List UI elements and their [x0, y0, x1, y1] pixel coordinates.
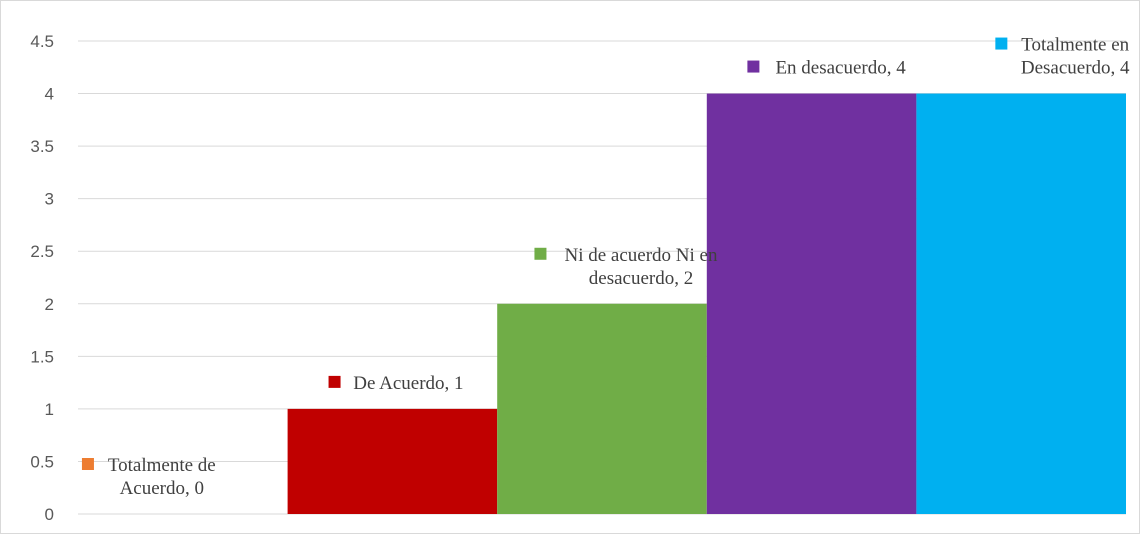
y-tick-label: 4	[45, 85, 54, 104]
bar	[287, 408, 498, 514]
bars	[287, 93, 1126, 515]
y-tick-label: 3.5	[30, 137, 54, 156]
y-axis-ticks: 0 0.5 1 1.5 2 2.5 3 3.5 4 4.5	[30, 32, 54, 524]
y-tick-label: 3	[45, 190, 54, 209]
svg-text:De Acuerdo, 1: De Acuerdo, 1	[353, 373, 463, 394]
data-labels: Totalmente de Acuerdo, 0 De Acuerdo, 1 Ni d…	[81, 35, 1130, 499]
legend-key	[81, 458, 94, 470]
y-tick-label: 1	[45, 400, 54, 419]
data-label: Totalmente en Desacuerdo, 4	[995, 35, 1130, 79]
y-tick-label: 4.5	[30, 32, 54, 51]
data-label: En desacuerdo, 4	[747, 58, 906, 79]
data-label: De Acuerdo, 1	[328, 373, 464, 394]
bar	[916, 93, 1126, 515]
data-label: Ni de acuerdo Ni en desacuerdo, 2	[534, 245, 718, 289]
data-label: Totalmente de Acuerdo, 0	[81, 455, 216, 499]
legend-key	[995, 37, 1008, 50]
legend-key	[328, 375, 341, 388]
y-tick-label: 2.5	[30, 242, 54, 261]
bar	[497, 303, 707, 514]
y-tick-label: 2	[45, 295, 54, 314]
bar	[706, 93, 917, 515]
y-tick-label: 0	[45, 505, 54, 524]
legend-key	[534, 247, 547, 260]
svg-text:En desacuerdo, 4: En desacuerdo, 4	[775, 58, 906, 79]
y-tick-label: 0.5	[30, 452, 54, 471]
legend-key	[747, 60, 760, 73]
y-tick-label: 1.5	[30, 347, 54, 366]
